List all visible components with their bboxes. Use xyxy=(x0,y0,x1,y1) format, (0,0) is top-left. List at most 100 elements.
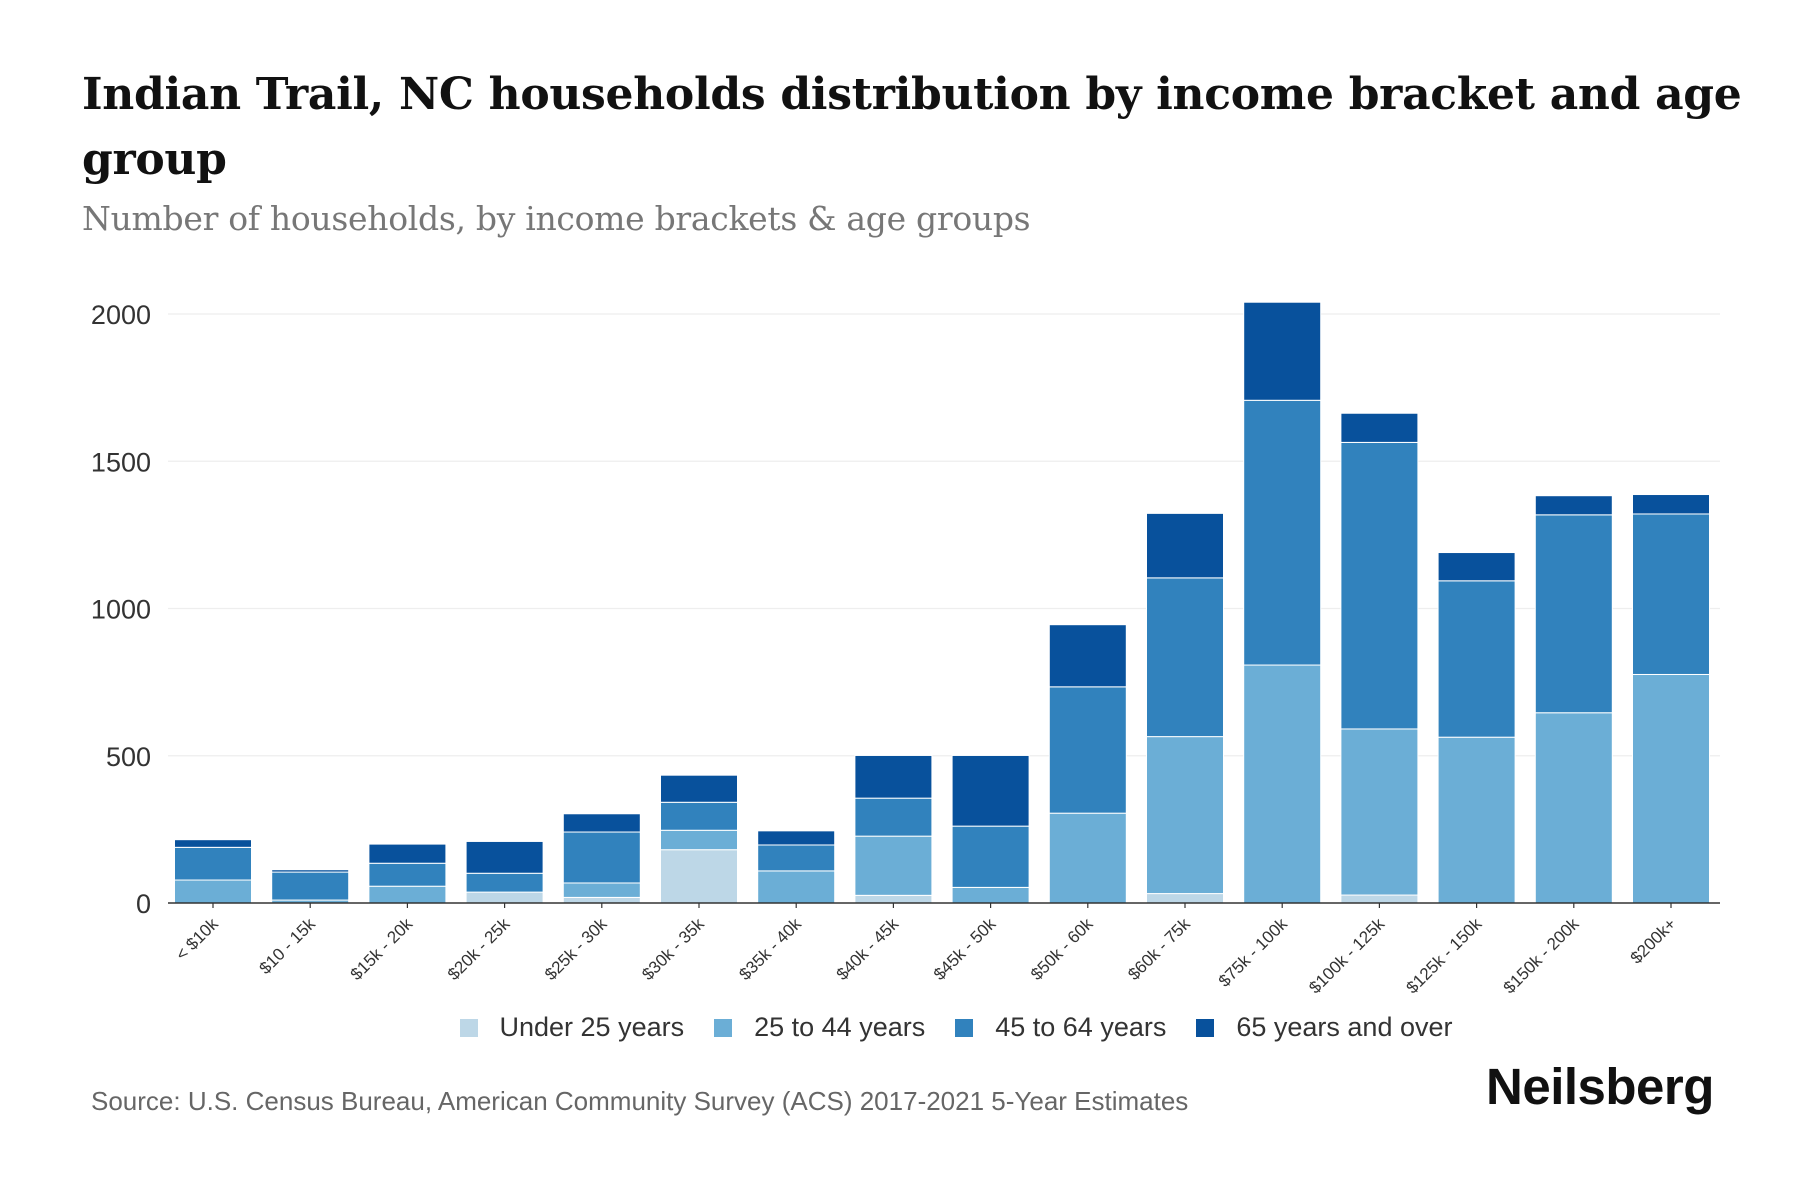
bar-segment xyxy=(1632,673,1710,904)
bar-segment xyxy=(1243,301,1322,401)
bar-segment xyxy=(1146,736,1224,895)
y-tick-label: 1000 xyxy=(91,595,151,625)
x-tick-label: $125k - 150k xyxy=(1402,914,1485,997)
legend: Under 25 years 25 to 44 years 45 to 64 yea… xyxy=(0,1012,1800,1043)
x-tick-label: $40k - 45k xyxy=(833,914,903,984)
x-tick-label: $75k - 100k xyxy=(1215,914,1292,991)
bar-segment xyxy=(660,801,738,831)
x-tick-label: $100k - 125k xyxy=(1305,914,1388,997)
bar-stack xyxy=(174,839,252,904)
x-tick-label: $15k - 20k xyxy=(347,914,417,984)
bar-segment xyxy=(174,839,252,848)
bar-segment xyxy=(271,869,350,873)
y-tick-label: 0 xyxy=(136,889,151,919)
bar-stack xyxy=(271,869,350,904)
x-tick-label: < $10k xyxy=(172,914,222,964)
bar-segment xyxy=(174,879,252,904)
y-tick-label: 500 xyxy=(106,742,151,772)
bar-stack xyxy=(660,774,738,904)
legend-item: 45 to 64 years xyxy=(955,1012,1166,1043)
bar-segment xyxy=(854,754,933,799)
bar-segment xyxy=(562,882,641,898)
x-tick-label: $10 - 15k xyxy=(255,914,319,978)
bar-stack xyxy=(1048,624,1127,904)
bar-segment xyxy=(1243,664,1322,904)
bar-stack xyxy=(1146,512,1224,904)
legend-label: 25 to 44 years xyxy=(754,1012,926,1042)
bar-segment xyxy=(854,797,933,837)
legend-item: Under 25 years xyxy=(459,1012,685,1043)
bar-stack xyxy=(1437,552,1516,904)
bar-segment xyxy=(854,894,933,904)
x-tick-label: $50k - 60k xyxy=(1027,914,1097,984)
legend-label: Under 25 years xyxy=(499,1012,685,1042)
bar-segment xyxy=(1048,812,1127,904)
bar-stack xyxy=(1534,495,1613,904)
bar-segment xyxy=(660,774,738,803)
bar-segment xyxy=(951,754,1030,827)
bar-segment xyxy=(1048,624,1127,688)
chart-title: Indian Trail, NC households distribution… xyxy=(82,69,1742,185)
legend-swatch xyxy=(955,1018,974,1037)
chart-subtitle: Number of households, by income brackets… xyxy=(82,199,1031,238)
x-tick-label: $30k - 35k xyxy=(638,914,708,984)
legend-label: 65 years and over xyxy=(1236,1012,1453,1042)
x-tick-label: $60k - 75k xyxy=(1124,914,1194,984)
bar-stack xyxy=(1243,301,1322,904)
bar-segment xyxy=(174,846,252,881)
bar-segment xyxy=(1340,412,1419,443)
bar-segment xyxy=(368,862,447,887)
bar-stack xyxy=(368,843,447,904)
x-tick-label: $200k+ xyxy=(1627,914,1680,967)
bar-segment xyxy=(368,843,447,864)
legend-swatch xyxy=(714,1018,733,1037)
bar-segment xyxy=(1632,513,1710,675)
bar-segment xyxy=(465,840,544,874)
bar-segment xyxy=(1534,495,1613,516)
x-tick-label: $25k - 30k xyxy=(541,914,611,984)
x-axis-ticks: < $10k $10 - 15k $15k - 20k $20k - 25k $25k … xyxy=(172,903,1680,997)
bar-segment xyxy=(562,896,641,904)
bar-segment xyxy=(1146,512,1224,579)
bar-segment xyxy=(951,825,1030,888)
bar-stack xyxy=(1340,412,1419,904)
bar-segment xyxy=(562,813,641,833)
bar-segment xyxy=(660,849,738,904)
bar-segment xyxy=(1340,441,1419,730)
bar-segment xyxy=(465,891,544,904)
bar-stack xyxy=(854,754,933,904)
bar-stack xyxy=(757,830,836,904)
bar-stack xyxy=(951,754,1030,904)
bar-stack xyxy=(562,813,641,904)
legend-swatch xyxy=(459,1018,478,1037)
bar-segment xyxy=(660,829,738,851)
bar-segment xyxy=(1340,728,1419,896)
bar-segment xyxy=(757,844,836,872)
bar-segment xyxy=(1437,736,1516,904)
bar-segment xyxy=(1437,580,1516,738)
legend-label: 45 to 64 years xyxy=(995,1012,1167,1042)
bar-stack xyxy=(1632,494,1710,904)
source-note: Source: U.S. Census Bureau, American Com… xyxy=(91,1086,1189,1116)
y-tick-label: 2000 xyxy=(91,300,151,330)
stacked-bar-chart: 0 500 1000 1500 2000 < $10k $10 - 15k $15k - 2… xyxy=(91,300,1720,997)
neilsberg-logo: Neilsberg xyxy=(1486,1058,1714,1115)
bar-segment xyxy=(1146,893,1224,904)
legend-item: 25 to 44 years xyxy=(714,1012,925,1043)
bar-segment xyxy=(368,885,447,904)
y-tick-label: 1500 xyxy=(91,447,151,477)
bar-segment xyxy=(951,886,1030,904)
bar-segment xyxy=(1437,552,1516,582)
bar-segment xyxy=(757,830,836,846)
bar-segment xyxy=(1146,577,1224,738)
y-axis-ticks: 0 500 1000 1500 2000 xyxy=(91,300,151,919)
legend-swatch xyxy=(1196,1018,1215,1037)
bar-segment xyxy=(1340,894,1419,904)
bar-segment xyxy=(1048,686,1127,814)
bar-segment xyxy=(854,835,933,896)
bar-segment xyxy=(1632,494,1710,515)
bar-segment xyxy=(562,831,641,884)
bar-segment xyxy=(757,870,836,904)
x-tick-label: $150k - 200k xyxy=(1500,914,1583,997)
bar-segment xyxy=(1243,399,1322,666)
